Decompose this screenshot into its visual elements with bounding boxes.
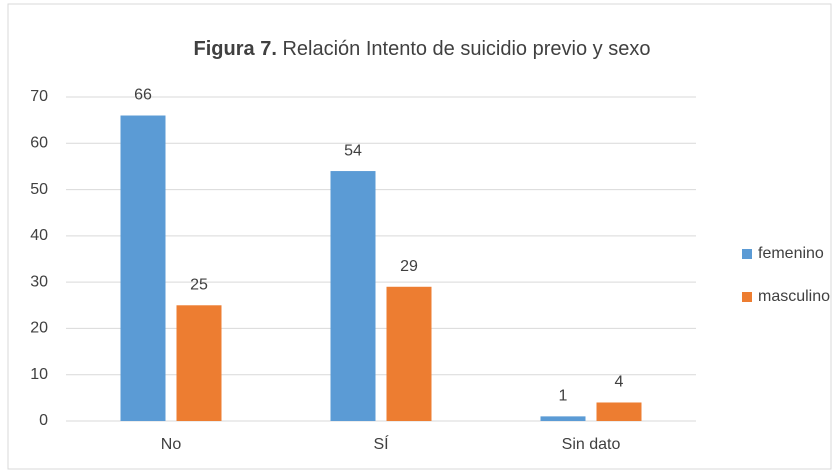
title-bold: Figura 7. — [194, 38, 277, 60]
bar — [386, 286, 432, 421]
legend-label: masculino — [758, 288, 830, 305]
chart-title: Figura 7. Relación Intento de suicidio p… — [194, 38, 651, 60]
bar — [596, 402, 642, 421]
data-label: 54 — [344, 142, 362, 159]
data-label: 4 — [615, 374, 624, 391]
legend-label: femenino — [758, 245, 824, 262]
x-tick-label: No — [161, 436, 182, 453]
title-text: Relación Intento de suicidio previo y se… — [282, 38, 650, 60]
x-tick-label: SÍ — [373, 434, 389, 453]
bar — [540, 416, 586, 421]
y-tick-label: 70 — [30, 88, 48, 105]
data-label: 66 — [134, 87, 152, 104]
y-tick-label: 0 — [39, 412, 48, 429]
y-tick-label: 10 — [30, 366, 48, 383]
legend-swatch — [742, 249, 752, 259]
bar — [120, 115, 166, 421]
y-tick-label: 40 — [30, 227, 48, 244]
data-label: 25 — [190, 277, 208, 294]
y-tick-label: 30 — [30, 273, 48, 290]
data-label: 29 — [400, 258, 418, 275]
data-label: 1 — [559, 388, 568, 405]
bar — [330, 171, 376, 421]
y-tick-label: 60 — [30, 135, 48, 152]
x-tick-label: Sin dato — [562, 436, 621, 453]
y-tick-label: 20 — [30, 320, 48, 337]
legend-swatch — [742, 292, 752, 302]
bar — [176, 305, 222, 421]
y-tick-label: 50 — [30, 181, 48, 198]
